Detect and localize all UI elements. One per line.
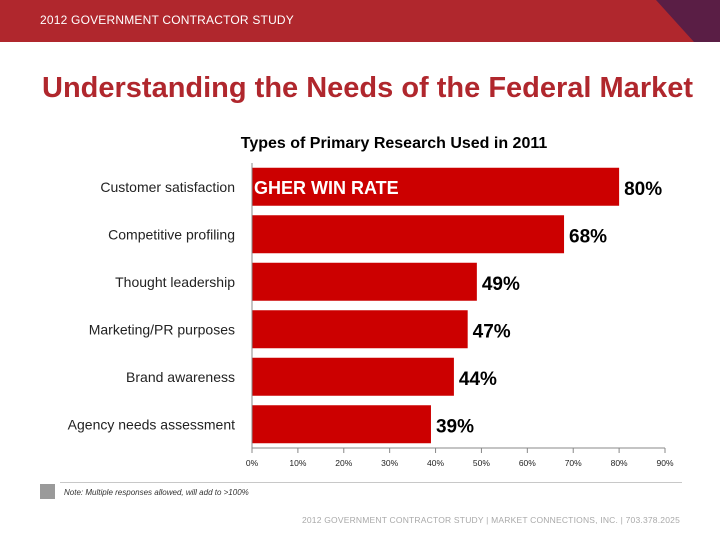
value-label: 68% — [569, 226, 607, 247]
note-divider — [60, 482, 682, 483]
header-corner-tab — [656, 0, 720, 42]
header-title: 2012 GOVERNMENT CONTRACTOR STUDY — [40, 13, 294, 27]
x-tick-label: 10% — [289, 458, 306, 468]
bar-5 — [252, 357, 454, 396]
x-tick-label: 0% — [246, 458, 259, 468]
x-tick-label: 50% — [473, 458, 490, 468]
category-label: Agency needs assessment — [68, 416, 235, 432]
bar-chart: Types of Primary Research Used in 2011 Cu… — [68, 135, 674, 468]
x-tick-label: 40% — [427, 458, 444, 468]
category-label: Marketing/PR purposes — [89, 321, 235, 337]
bar-4 — [252, 310, 468, 349]
value-label: 47% — [473, 321, 511, 342]
value-label: 44% — [459, 369, 497, 390]
bar-2 — [252, 215, 565, 254]
bar-1 — [252, 167, 620, 206]
bar-6 — [252, 405, 431, 444]
value-label: 80% — [624, 179, 662, 200]
category-label: Customer satisfaction — [100, 179, 235, 195]
chart-note: Note: Multiple responses allowed, will a… — [64, 488, 249, 497]
footer-text: 2012 GOVERNMENT CONTRACTOR STUDY | MARKE… — [301, 515, 680, 525]
bar-3 — [252, 262, 477, 301]
chart-title: Types of Primary Research Used in 2011 — [241, 135, 548, 152]
x-tick-label: 70% — [565, 458, 582, 468]
x-tick-label: 20% — [335, 458, 352, 468]
value-label: 39% — [436, 416, 474, 437]
x-tick-label: 80% — [611, 458, 628, 468]
x-tick-label: 30% — [381, 458, 398, 468]
note-marker — [40, 484, 55, 499]
value-label: 49% — [482, 274, 520, 295]
x-tick-label: 90% — [656, 458, 673, 468]
category-label: Competitive profiling — [108, 226, 235, 242]
category-label: Thought leadership — [115, 274, 235, 290]
category-label: Brand awareness — [126, 369, 235, 385]
x-tick-label: 60% — [519, 458, 536, 468]
page-title: Understanding the Needs of the Federal M… — [42, 72, 694, 104]
header-bar — [0, 0, 720, 42]
bar-overlay-text: GHER WIN RATE — [254, 178, 399, 198]
